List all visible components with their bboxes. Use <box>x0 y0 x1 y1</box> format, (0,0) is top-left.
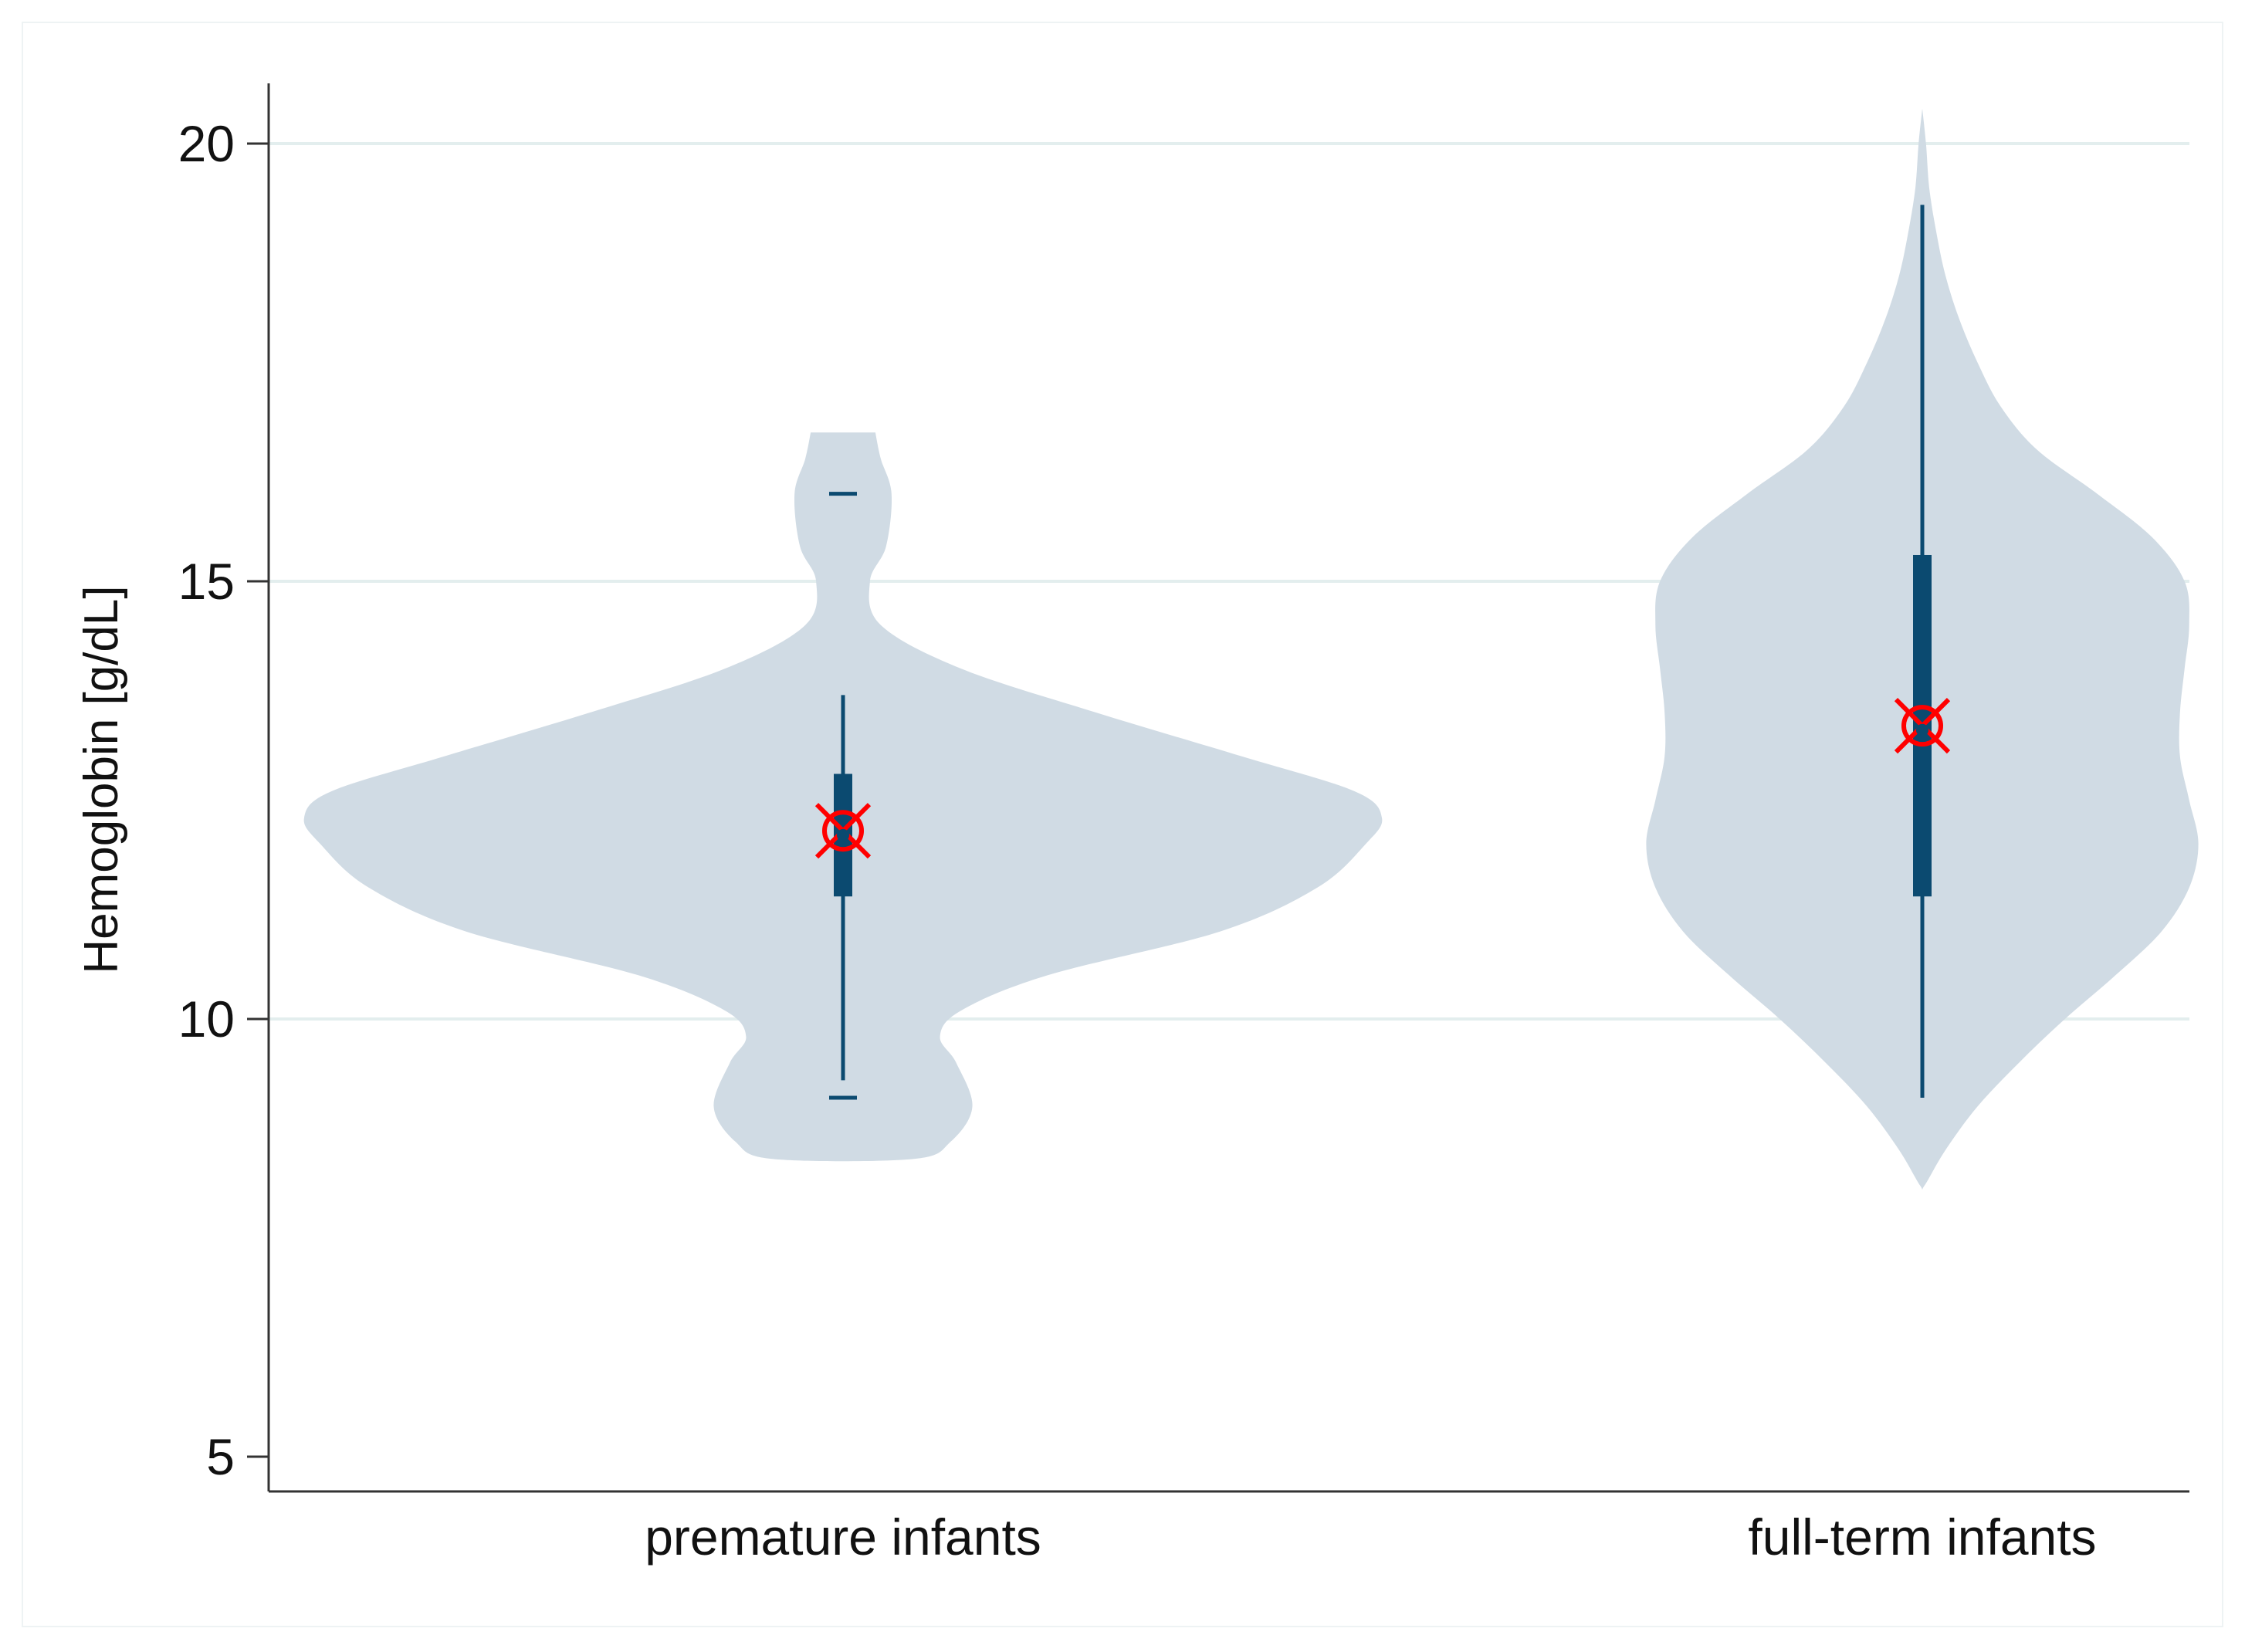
box-plots <box>814 205 1951 1100</box>
x-category-label-0: premature infants <box>645 1508 1041 1566</box>
median-dot-0 <box>837 828 849 841</box>
y-tick-label-5: 5 <box>206 1428 235 1485</box>
x-category-label-1: full-term infants <box>1748 1508 2096 1566</box>
mean-marker-circle-1 <box>1901 705 1943 747</box>
figure-frame <box>22 22 2223 1627</box>
y-axis-title: Hemoglobin [g/dL] <box>75 585 128 973</box>
mean-marker-circle-0 <box>822 810 864 852</box>
median-dot-1 <box>1916 723 1928 736</box>
y-tick-label-20: 20 <box>178 115 235 172</box>
y-tick-label-10: 10 <box>178 990 235 1048</box>
axes: 5 10 15 20 premature infants full-term infant… <box>178 83 2189 1566</box>
y-tick-label-15: 15 <box>178 553 235 610</box>
